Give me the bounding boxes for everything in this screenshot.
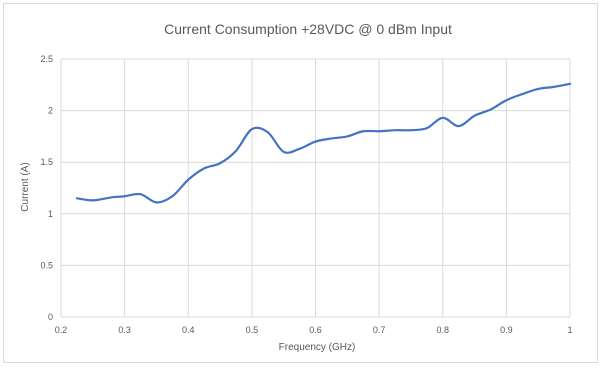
x-tick-label: 0.9: [500, 325, 513, 335]
y-tick-label: 0.5: [40, 260, 53, 270]
x-tick-label: 0.3: [118, 325, 131, 335]
x-tick-label: 0.5: [246, 325, 259, 335]
x-axis-ticks: 0.2 0.3 0.4 0.5 0.6 0.7 0.8 0.9 1: [55, 325, 573, 335]
x-tick-label: 0.6: [309, 325, 322, 335]
x-tick-label: 0.4: [182, 325, 195, 335]
series-line: [75, 82, 572, 204]
series-layer: [75, 82, 572, 204]
y-axis-title: Current (A): [20, 162, 31, 211]
y-tick-label: 1.5: [40, 157, 53, 167]
x-tick-label: 0.7: [373, 325, 386, 335]
line-chart: Current Consumption +28VDC @ 0 dBm Input…: [20, 21, 573, 353]
gridlines: [60, 58, 571, 318]
y-tick-label: 2.5: [40, 54, 53, 64]
y-tick-label: 1: [48, 209, 53, 219]
chart-frame: Current Consumption +28VDC @ 0 dBm Input…: [3, 3, 598, 363]
y-tick-label: 2: [48, 106, 53, 116]
chart-title: Current Consumption +28VDC @ 0 dBm Input: [164, 21, 452, 37]
y-tick-label: 0: [48, 312, 53, 322]
x-tick-label: 0.2: [55, 325, 68, 335]
x-axis-title: Frequency (GHz): [279, 342, 356, 353]
x-tick-label: 1: [567, 325, 572, 335]
y-axis-ticks: 0 0.5 1 1.5 2 2.5: [40, 54, 53, 322]
x-tick-label: 0.8: [436, 325, 449, 335]
